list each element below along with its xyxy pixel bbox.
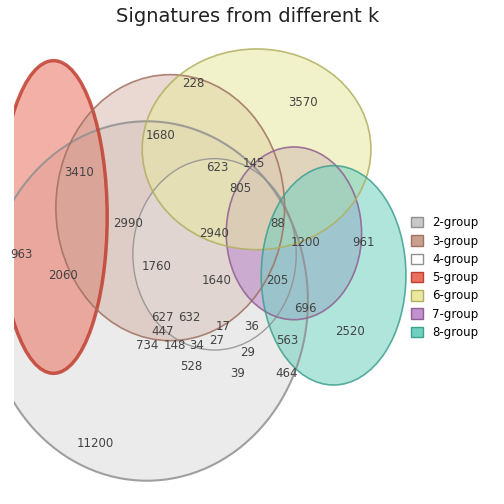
Text: 2940: 2940 [200,227,229,240]
Text: 34: 34 [190,339,204,352]
Text: 2520: 2520 [335,325,365,338]
Text: 205: 205 [267,274,289,286]
Text: 27: 27 [209,334,224,347]
Text: 36: 36 [244,320,260,333]
Legend: 2-group, 3-group, 4-group, 5-group, 6-group, 7-group, 8-group: 2-group, 3-group, 4-group, 5-group, 6-gr… [407,213,482,343]
Text: 3410: 3410 [65,166,94,179]
Text: 961: 961 [353,236,375,249]
Text: 805: 805 [229,182,251,196]
Text: 464: 464 [276,367,298,380]
Ellipse shape [226,147,361,320]
Text: 963: 963 [10,248,32,261]
Text: 1200: 1200 [291,236,321,249]
Title: Signatures from different k: Signatures from different k [115,7,379,26]
Text: 627: 627 [151,311,173,324]
Text: 88: 88 [270,218,285,230]
Text: 632: 632 [178,311,200,324]
Ellipse shape [0,121,308,481]
Ellipse shape [142,49,371,249]
Text: 228: 228 [182,78,205,90]
Text: 3570: 3570 [288,96,318,109]
Text: 447: 447 [151,325,173,338]
Text: 17: 17 [216,320,230,333]
Text: 623: 623 [206,161,228,174]
Text: 1760: 1760 [141,260,171,273]
Text: 2060: 2060 [48,269,78,282]
Text: 11200: 11200 [77,437,114,450]
Text: 39: 39 [230,367,245,380]
Ellipse shape [133,159,296,350]
Text: 1680: 1680 [146,129,176,142]
Text: 696: 696 [294,301,317,314]
Text: 29: 29 [240,346,255,359]
Text: 148: 148 [164,339,186,352]
Text: 528: 528 [180,360,202,373]
Text: 1640: 1640 [202,274,232,286]
Ellipse shape [261,166,406,385]
Text: 2990: 2990 [113,218,143,230]
Ellipse shape [56,75,285,341]
Text: 563: 563 [276,334,298,347]
Text: 145: 145 [243,157,266,170]
Text: 734: 734 [136,339,158,352]
Ellipse shape [0,60,107,373]
